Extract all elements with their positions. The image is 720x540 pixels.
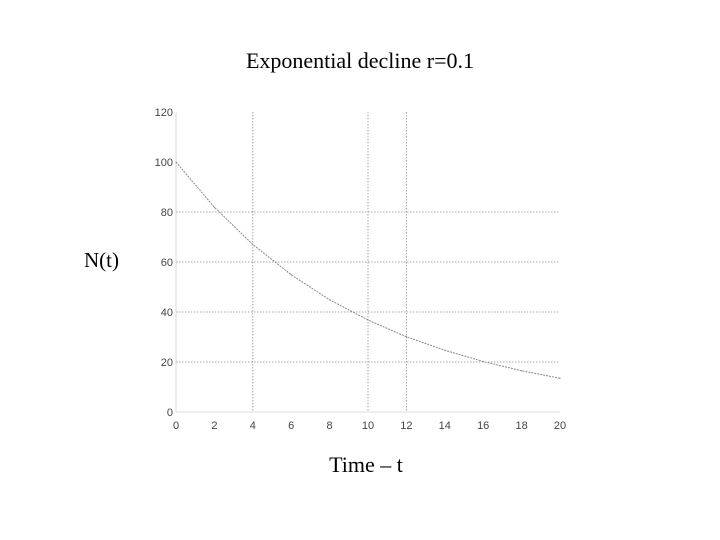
- x-tick-label: 20: [554, 420, 566, 432]
- data-point: [405, 336, 407, 338]
- x-tick-label: 18: [515, 420, 527, 432]
- data-point: [290, 274, 292, 276]
- data-point: [367, 319, 369, 321]
- data-point: [252, 243, 254, 246]
- x-tick-label: 8: [327, 420, 333, 432]
- x-tick-label: 14: [439, 420, 451, 432]
- data-point: [559, 377, 561, 379]
- data-point: [521, 370, 523, 372]
- series-layer: [175, 161, 561, 379]
- y-tick-label: 120: [155, 107, 173, 119]
- data-point: [213, 206, 215, 208]
- x-axis-label: Time – t: [329, 452, 403, 477]
- y-tick-label: 60: [161, 257, 173, 269]
- data-point: [329, 299, 331, 301]
- gridlines: [175, 112, 560, 413]
- x-tick-label: 12: [400, 420, 412, 432]
- x-tick-label: 10: [362, 420, 374, 432]
- data-point: [482, 360, 484, 363]
- y-tick-label: 20: [161, 357, 173, 369]
- y-axis-label: N(t): [84, 248, 119, 272]
- data-point: [175, 161, 177, 163]
- y-tick-label: 40: [161, 307, 173, 319]
- y-tick-label: 100: [155, 157, 173, 169]
- y-tick-label: 0: [167, 407, 173, 419]
- tick-labels: 0 2 4 6 8 10 12 14 16 18 20 0 20 40 60 80 100 120: [155, 107, 566, 432]
- chart-title: Exponential decline r=0.1: [245, 48, 475, 73]
- x-tick-label: 6: [288, 420, 294, 432]
- x-tick-label: 0: [173, 420, 179, 432]
- x-tick-label: 4: [250, 420, 256, 432]
- x-tick-label: 16: [477, 420, 489, 432]
- data-point: [444, 349, 446, 351]
- y-tick-label: 80: [161, 207, 173, 219]
- x-tick-label: 2: [211, 420, 217, 432]
